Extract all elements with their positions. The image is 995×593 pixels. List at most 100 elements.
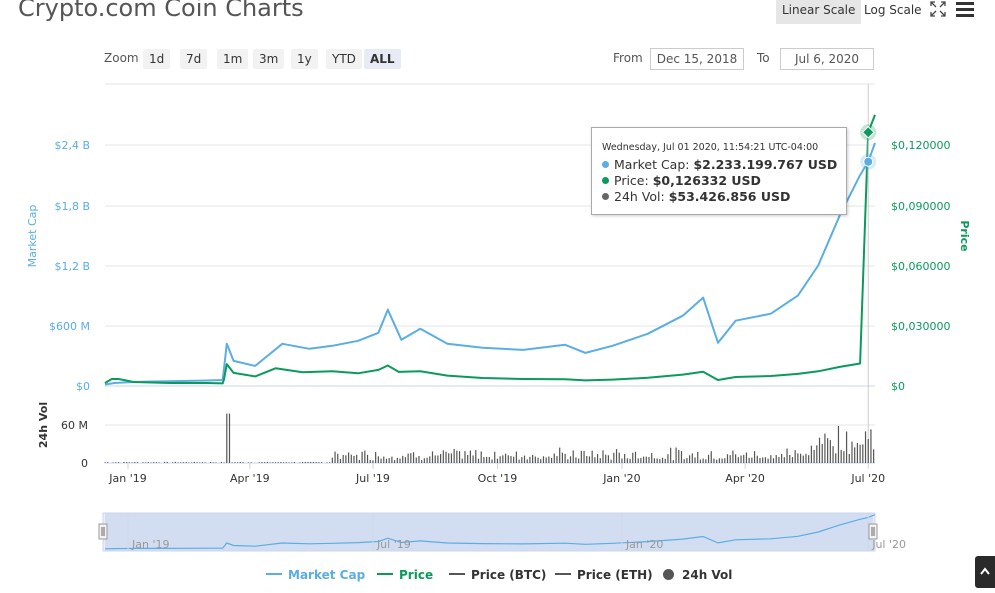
volume-bar — [437, 455, 439, 463]
volume-bar — [215, 462, 217, 463]
x-tick-label: Apr '19 — [230, 472, 270, 485]
volume-bar — [172, 462, 174, 463]
volume-bar — [602, 450, 604, 463]
tooltip-volume-value: $53.426.856 USD — [668, 189, 791, 204]
volume-bar — [180, 462, 182, 463]
volume-tick-label: 60 M — [61, 419, 88, 432]
volume-bar — [737, 457, 739, 463]
volume-bar — [845, 431, 848, 463]
volume-bar — [220, 461, 222, 463]
volume-bar — [291, 462, 293, 463]
volume-bar — [548, 456, 550, 463]
volume-bar — [107, 462, 109, 463]
volume-bar — [753, 451, 756, 463]
volume-bar — [329, 462, 331, 463]
volume-bar — [721, 458, 723, 463]
volume-bar — [288, 462, 290, 463]
log-scale-button[interactable]: Log Scale — [864, 3, 922, 17]
volume-bar — [729, 455, 731, 463]
volume-bar — [561, 452, 563, 463]
volume-bar — [226, 413, 228, 463]
volume-bar — [680, 451, 683, 463]
volume-bar — [445, 451, 447, 463]
legend-item-24h-vol[interactable]: 24h Vol — [663, 568, 732, 582]
volume-bar — [588, 456, 591, 463]
volume-bar — [307, 461, 309, 463]
x-tick-label: Oct '19 — [478, 472, 518, 485]
chart-tooltip: Wednesday, Jul 01 2020, 11:54:21 UTC-04:… — [591, 127, 847, 215]
volume-bar — [618, 452, 620, 463]
price-axis-label: Price — [958, 220, 971, 251]
volume-bar — [745, 452, 748, 463]
volume-bar — [356, 454, 358, 463]
volume-bar — [467, 454, 469, 463]
volume-bar — [380, 458, 382, 463]
volume-bar — [510, 456, 512, 463]
volume-bar — [629, 458, 631, 463]
volume-bar — [174, 461, 176, 463]
scroll-top-button[interactable] — [975, 556, 995, 588]
zoom-button-1d[interactable]: 1d — [143, 49, 171, 69]
volume-bar — [523, 455, 526, 463]
volume-bar — [810, 445, 812, 463]
volume-bar — [293, 462, 296, 463]
zoom-button-all[interactable]: ALL — [364, 49, 401, 69]
legend-item-price[interactable]: Price — [377, 568, 433, 582]
volume-bar — [556, 456, 558, 463]
volume-bar — [835, 453, 837, 463]
volume-bar — [672, 460, 674, 463]
volume-bar — [388, 458, 390, 463]
volume-bar — [740, 455, 742, 463]
volume-bar — [412, 452, 415, 463]
volume-bar — [277, 462, 279, 463]
to-date-input[interactable]: Jul 6, 2020 — [780, 48, 874, 70]
linear-scale-button[interactable]: Linear Scale — [776, 0, 862, 24]
x-tick-label: Apr '20 — [725, 472, 765, 485]
volume-bar — [499, 456, 501, 463]
menu-icon[interactable] — [956, 1, 974, 22]
fullscreen-icon[interactable] — [930, 1, 946, 22]
volume-bar — [634, 451, 637, 463]
zoom-button-ytd[interactable]: YTD — [326, 49, 362, 69]
volume-bar — [596, 454, 599, 463]
volume-bar — [840, 449, 842, 463]
market-cap-tick-label: $1,2 B — [54, 260, 90, 273]
volume-bar — [778, 456, 780, 463]
volume-bar — [266, 461, 268, 463]
volume-bar — [339, 459, 342, 463]
tooltip-price: Price: $0,126332 USD — [602, 173, 761, 188]
legend-item-market-cap[interactable]: Market Cap — [266, 568, 365, 582]
volume-bar — [699, 459, 702, 463]
volume-bar — [645, 456, 647, 463]
volume-bar — [201, 462, 204, 463]
from-date-input[interactable]: Dec 15, 2018 — [650, 48, 744, 70]
volume-bar — [702, 458, 704, 463]
volume-bar — [743, 454, 745, 463]
volume-bar — [372, 460, 374, 463]
zoom-button-7d[interactable]: 7d — [180, 49, 208, 69]
volume-bar — [123, 461, 125, 463]
volume-bar — [342, 454, 344, 463]
volume-bar — [772, 458, 775, 463]
volume-bar — [572, 450, 574, 463]
zoom-button-3m[interactable]: 3m — [253, 49, 285, 69]
volume-bar — [564, 453, 566, 463]
volume-bar — [697, 451, 699, 463]
volume-bar — [353, 455, 355, 463]
volume-bar — [583, 450, 585, 463]
volume-bar — [624, 454, 626, 463]
volume-bar — [594, 457, 596, 463]
navigator-handle-right[interactable] — [868, 523, 878, 540]
legend-item-price-btc[interactable]: Price (BTC) — [449, 568, 546, 582]
volume-bar — [797, 453, 799, 463]
volume-bar — [280, 461, 282, 463]
navigator-handle-left[interactable] — [98, 523, 108, 540]
zoom-button-1m[interactable]: 1m — [217, 49, 249, 69]
volume-bar — [318, 462, 320, 463]
volume-bar — [431, 451, 434, 463]
volume-bar — [534, 456, 536, 463]
zoom-button-1y[interactable]: 1y — [291, 49, 318, 69]
volume-bar — [350, 454, 352, 463]
legend-item-price-eth[interactable]: Price (ETH) — [555, 568, 653, 582]
volume-bar — [337, 453, 339, 463]
